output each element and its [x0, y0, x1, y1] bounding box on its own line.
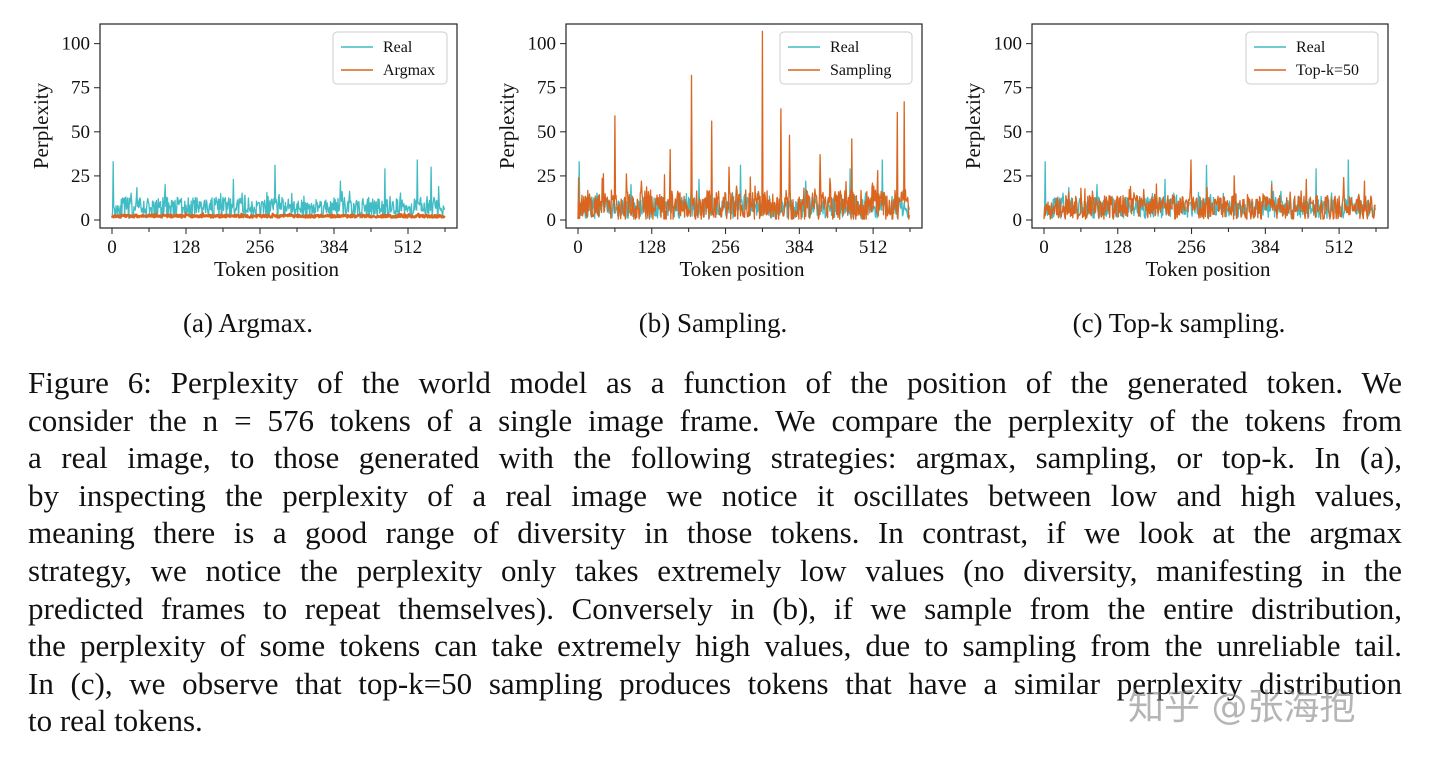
caption-line: In (c), we observe that top-k=50 samplin…	[28, 665, 1402, 701]
plot-frame	[99, 23, 458, 229]
legend-box	[332, 31, 448, 85]
subcaption-c: (c) Top-k sampling.	[1072, 308, 1286, 338]
watermark: 知乎 @张海抱	[1128, 687, 1356, 728]
x-tick-label: 128	[638, 237, 667, 258]
legend-box	[1245, 31, 1379, 85]
y-tick-label: 50	[537, 122, 556, 143]
subcaption-b: (b) Sampling.	[638, 308, 788, 338]
y-tick-label: 100	[528, 34, 557, 55]
caption-line: the perplexity of some tokens can take e…	[28, 628, 1402, 664]
caption-line: a real image, to those generated with th…	[28, 440, 1402, 476]
figure-caption: Figure 6: Perplexity of the world model …	[28, 364, 1402, 740]
caption-line: by inspecting the perplexity of a real i…	[28, 477, 1402, 513]
y-tick-label: 0	[81, 210, 91, 231]
y-tick-label: 75	[1003, 78, 1022, 99]
y-tick-label: 50	[1003, 122, 1022, 143]
legend-label: Real	[830, 39, 860, 56]
x-tick-label: 128	[1104, 237, 1133, 258]
y-tick-label: 0	[547, 210, 557, 231]
x-tick-label: 0	[573, 237, 583, 258]
x-tick-label: 512	[394, 237, 423, 258]
caption-line: meaning there is a good range of diversi…	[28, 515, 1402, 551]
x-tick-label: 512	[1325, 237, 1354, 258]
y-tick-label: 100	[994, 34, 1023, 55]
x-tick-label: 256	[246, 237, 275, 258]
legend-label: Real	[1296, 39, 1326, 56]
y-tick-label: 100	[62, 34, 91, 55]
legend-label: Argmax	[383, 62, 435, 79]
y-axis-label: Perplexity	[495, 82, 519, 169]
series-line-top-k-50	[1043, 159, 1376, 220]
x-tick-label: 384	[1251, 237, 1280, 258]
plot-frame	[1031, 23, 1389, 229]
y-tick-label: 25	[71, 166, 90, 187]
caption-line: to real tokens.	[28, 703, 203, 739]
caption-line: Figure 6: Perplexity of the world model …	[28, 365, 1402, 400]
x-tick-label: 256	[711, 237, 740, 258]
x-tick-label: 0	[1039, 237, 1049, 258]
legend-label: Top-k=50	[1296, 62, 1359, 79]
y-tick-label: 50	[71, 122, 90, 143]
x-tick-label: 384	[785, 237, 814, 258]
x-tick-label: 128	[172, 237, 201, 258]
legend-label: Sampling	[830, 62, 891, 79]
subcaption-a: (a) Argmax.	[183, 308, 313, 338]
y-tick-label: 25	[1003, 166, 1022, 187]
legend-label: Real	[383, 39, 413, 56]
x-tick-label: 512	[859, 237, 888, 258]
caption-line: consider the n = 576 tokens of a single …	[28, 402, 1402, 438]
y-axis-label: Perplexity	[29, 82, 53, 169]
x-tick-label: 384	[320, 237, 349, 258]
y-axis-label: Perplexity	[961, 82, 985, 169]
y-tick-label: 25	[537, 166, 556, 187]
caption-line: predicted frames to repeat themselves). …	[28, 590, 1402, 626]
x-tick-label: 0	[107, 237, 117, 258]
y-tick-label: 75	[71, 78, 90, 99]
x-tick-label: 256	[1177, 237, 1206, 258]
series-line-real	[111, 159, 446, 219]
y-tick-label: 0	[1013, 210, 1023, 231]
x-axis-label: Token position	[679, 257, 805, 281]
x-axis-label: Token position	[214, 257, 340, 281]
y-tick-label: 75	[537, 78, 556, 99]
x-axis-label: Token position	[1145, 257, 1271, 281]
plot-frame	[565, 23, 923, 229]
legend-box	[779, 31, 913, 85]
series-line-argmax	[110, 212, 446, 219]
caption-line: strategy, we notice the perplexity only …	[28, 552, 1402, 588]
figure-panels: 0 128 256 384 512 0 25 50 75 100 Token position Per…	[29, 23, 1389, 281]
series-line-sampling	[577, 30, 911, 220]
